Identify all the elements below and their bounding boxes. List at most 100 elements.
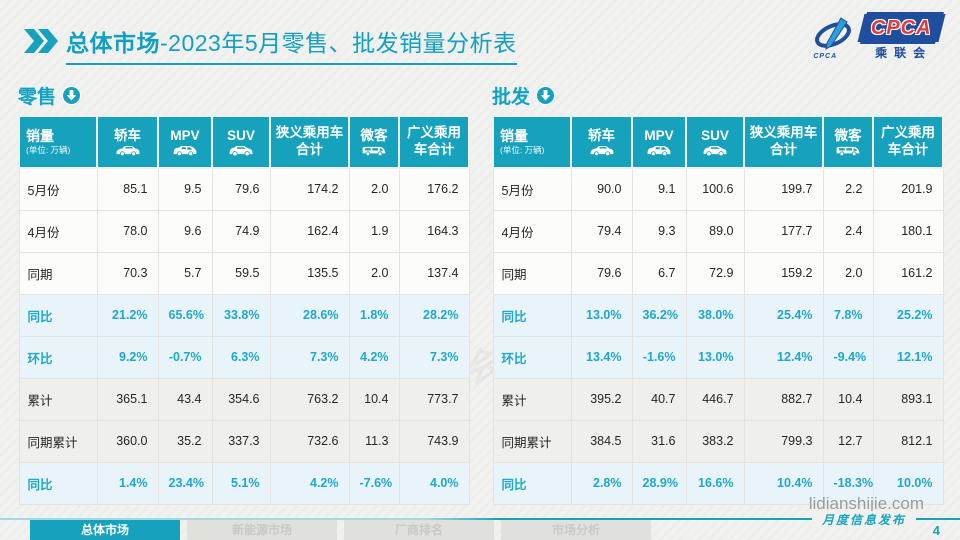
cell-value: 743.9	[398, 419, 470, 463]
table-row: 4月份 78.0 9.6 74.9 162.4 1.9 164.3	[18, 209, 470, 253]
column-header-label: 轿车	[114, 127, 141, 143]
row-label: 5月份	[18, 167, 98, 211]
wholesale-table: 销量 (单位: 万辆) 轿车 MPV SUV	[492, 115, 944, 505]
column-header-label: MPV	[644, 127, 674, 143]
cell-value: 10.4	[348, 377, 400, 421]
retail-table: 销量 (单位: 万辆) 轿车 MPV SUV	[18, 115, 470, 505]
footer-tab-oem-ranking[interactable]: 厂商排名	[344, 520, 494, 540]
cell-value: 40.7	[631, 377, 687, 421]
cell-value: 365.1	[96, 377, 159, 421]
table-row: 同比 2.8% 28.9% 16.6% 10.4% -18.3% 10.0%	[492, 461, 944, 505]
cell-value: 360.0	[96, 419, 159, 463]
sedan-car-icon	[590, 146, 613, 157]
cell-value: 85.1	[96, 167, 159, 211]
wholesale-panel-title: 批发	[492, 87, 531, 108]
cell-value: 12.4%	[743, 335, 824, 379]
cpca-chinese-name: 乘联会	[875, 46, 933, 60]
cell-value: 25.4%	[743, 293, 824, 337]
cpca-emblem-text: CPCA	[813, 52, 838, 60]
cell-value: -18.3%	[822, 461, 874, 505]
cell-value: 4.2%	[348, 335, 400, 379]
retail-panel-title: 零售	[18, 87, 57, 108]
cell-value: 28.2%	[398, 293, 470, 337]
footer-tab-nev-market[interactable]: 新能源市场	[187, 520, 337, 540]
row-label: 同期累计	[18, 419, 98, 463]
cpca-acronym: CPCA	[871, 17, 932, 39]
cell-value: 79.6	[570, 251, 633, 295]
cell-value: 70.3	[96, 251, 159, 295]
table-row: 累计 395.2 40.7 446.7 882.7 10.4 893.1	[492, 377, 944, 421]
wholesale-panel: 批发 销量 (单位: 万辆) 轿车	[492, 82, 944, 505]
page-title-bold: 总体市场	[66, 30, 160, 56]
column-header-unit: (单位: 万辆)	[26, 145, 71, 156]
row-label: 环比	[18, 335, 98, 379]
cpca-emblem-icon: CPCA	[811, 16, 857, 60]
table-row: 环比 13.4% -1.6% 13.0% 12.4% -9.4% 12.1%	[492, 335, 944, 379]
sedan-car-icon	[116, 146, 139, 157]
cell-value: 35.2	[157, 419, 213, 463]
row-label: 同期累计	[492, 419, 572, 463]
cell-value: 59.5	[211, 251, 271, 295]
cell-value: 9.2%	[96, 335, 159, 379]
column-header-narrow-pv-total: 狭义乘用车合计	[269, 115, 350, 169]
cell-value: 9.5	[157, 167, 213, 211]
column-header-label: 销量	[26, 127, 54, 144]
column-header-minivan: 微客	[348, 115, 400, 169]
cell-value: 180.1	[872, 209, 944, 253]
cell-value: 21.2%	[96, 293, 159, 337]
cell-value: 354.6	[211, 377, 271, 421]
column-header-suv: SUV	[211, 115, 271, 169]
page-number: 4	[932, 523, 940, 538]
suv-car-icon	[229, 146, 253, 157]
cell-value: 9.1	[631, 167, 687, 211]
tables-area: 零售 销量 (单位: 万辆) 轿车	[18, 82, 944, 505]
cell-value: 337.3	[211, 419, 271, 463]
cell-value: 31.6	[631, 419, 687, 463]
table-row: 5月份 85.1 9.5 79.6 174.2 2.0 176.2	[18, 167, 470, 211]
table-row: 同比 13.0% 36.2% 38.0% 25.4% 7.8% 25.2%	[492, 293, 944, 337]
footer-tab-market-analysis[interactable]: 市场分析	[501, 520, 651, 540]
cell-value: 2.4	[822, 209, 874, 253]
table-row: 同比 1.4% 23.4% 5.1% 4.2% -7.6% 4.0%	[18, 461, 470, 505]
column-header-broad-pv-total: 广义乘用车合计	[398, 115, 470, 169]
cell-value: 799.3	[743, 419, 824, 463]
column-header-label: 狭义乘用车合计	[275, 125, 344, 157]
cpca-logo: CPCA CPCA 乘联会	[811, 14, 946, 61]
row-label: 环比	[492, 335, 572, 379]
mpv-car-icon	[647, 146, 671, 157]
cell-value: 5.7	[157, 251, 213, 295]
column-header-label: 广义乘用车合计	[407, 125, 461, 157]
cell-value: 16.6%	[685, 461, 745, 505]
cell-value: 12.7	[822, 419, 874, 463]
cell-value: 9.6	[157, 209, 213, 253]
cell-value: 12.1%	[872, 335, 944, 379]
cell-value: 89.0	[685, 209, 745, 253]
cell-value: 23.4%	[157, 461, 213, 505]
column-header-sales: 销量 (单位: 万辆)	[18, 115, 98, 169]
cell-value: 812.1	[872, 419, 944, 463]
cell-value: 13.4%	[570, 335, 633, 379]
cell-value: 383.2	[685, 419, 745, 463]
cell-value: 10.4%	[743, 461, 824, 505]
cell-value: 395.2	[570, 377, 633, 421]
cell-value: 893.1	[872, 377, 944, 421]
cell-value: 78.0	[96, 209, 159, 253]
table-row: 同期 79.6 6.7 72.9 159.2 2.0 161.2	[492, 251, 944, 295]
column-header-label: 轿车	[588, 127, 615, 143]
row-label: 同期	[18, 251, 98, 295]
cell-value: 79.4	[570, 209, 633, 253]
cell-value: -7.6%	[348, 461, 400, 505]
cell-value: 1.9	[348, 209, 400, 253]
column-header-unit: (单位: 万辆)	[500, 145, 545, 156]
footer-tab-overall-market[interactable]: 总体市场	[30, 520, 180, 540]
cell-value: 1.4%	[96, 461, 159, 505]
cell-value: 882.7	[743, 377, 824, 421]
table-header-row: 销量 (单位: 万辆) 轿车 MPV SUV	[18, 115, 470, 169]
circle-down-arrow-icon	[62, 86, 82, 105]
cell-value: 28.9%	[631, 461, 687, 505]
cell-value: 446.7	[685, 377, 745, 421]
cell-value: 7.3%	[269, 335, 350, 379]
cell-value: -9.4%	[822, 335, 874, 379]
cell-value: 11.3	[348, 419, 400, 463]
cell-value: 6.7	[631, 251, 687, 295]
